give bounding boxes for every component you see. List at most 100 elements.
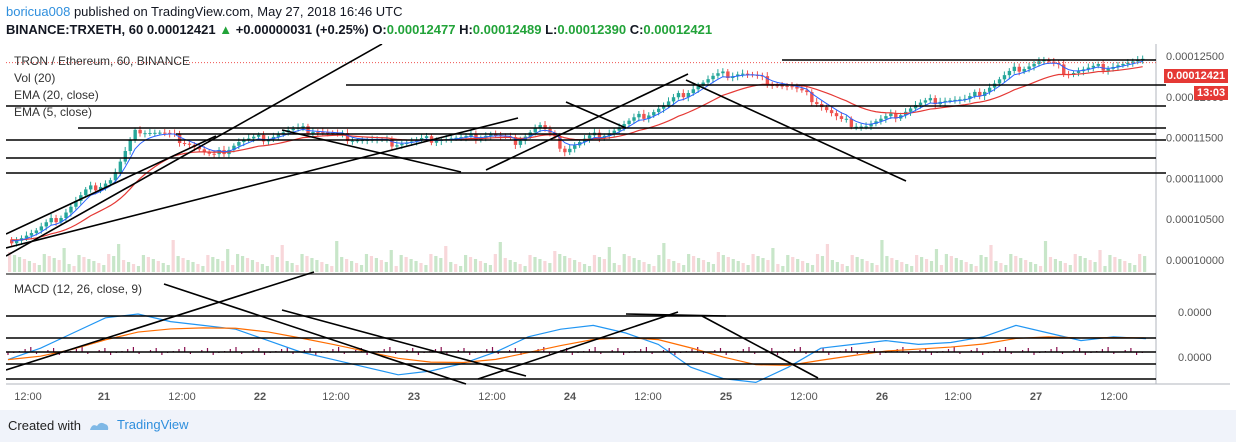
volume-bar [865, 261, 869, 272]
volume-bar [587, 266, 592, 272]
volume-bar [1063, 263, 1067, 272]
candle-body [29, 233, 34, 236]
trend-line [565, 101, 627, 129]
low-value: 0.00012390 [557, 22, 627, 37]
volume-bar [573, 260, 577, 272]
volume-bar [840, 264, 844, 272]
candle-body [316, 131, 320, 133]
volume-bar [974, 266, 978, 272]
chart-area[interactable]: 0.000125000.000120000.000115000.00011000… [6, 44, 1230, 410]
volume-bar [97, 263, 101, 272]
volume-bar [498, 242, 502, 272]
x-tick-label: 27 [1030, 391, 1042, 403]
volume-bar [994, 261, 998, 272]
candle-body [978, 91, 982, 97]
macd-pane [6, 276, 1156, 384]
volume-bar [82, 257, 86, 272]
tradingview-link[interactable]: TradingView [117, 417, 189, 432]
volume-bar [330, 266, 334, 272]
volume-bar [265, 266, 269, 272]
volume-bar [136, 266, 141, 272]
candle-body [153, 132, 157, 134]
volume-bar [1043, 241, 1048, 272]
volume-bar [57, 260, 61, 272]
candle-body [1101, 64, 1105, 71]
volume-bar [310, 258, 314, 272]
volume-bar [652, 266, 656, 272]
volume-bar [682, 265, 686, 272]
candle-body [617, 127, 621, 131]
candle-body [740, 73, 745, 75]
candle-body [958, 99, 962, 101]
candle-body [494, 134, 498, 136]
candle-body [627, 120, 631, 125]
candle-body [908, 108, 913, 112]
chart-svg[interactable]: 0.000125000.000120000.000115000.00011000… [6, 44, 1230, 410]
legend-title: TRON / Ethereum, 60, BINANCE [14, 54, 191, 68]
macd-trend-line [625, 313, 727, 317]
candle-body [143, 133, 147, 135]
volume-bar [1024, 260, 1028, 272]
candle-body [187, 143, 192, 145]
volume-bar [810, 265, 815, 272]
volume-bar [508, 260, 512, 272]
volume-bar [622, 254, 626, 272]
volume-bar [736, 261, 740, 272]
time-tag: 13:03 [1194, 86, 1229, 100]
candle-body [168, 132, 172, 134]
candle-body [118, 161, 123, 173]
candle-body [34, 230, 39, 234]
candle-body [138, 129, 142, 134]
candle-body [657, 108, 661, 113]
volume-bar [77, 255, 81, 272]
volume-bar [161, 263, 165, 272]
candle-body [632, 117, 636, 121]
volume-bar [627, 256, 631, 272]
candle-body [800, 88, 804, 91]
y-tick-label: 0.00010000 [1166, 255, 1224, 267]
volume-bar [528, 255, 532, 272]
volume-bar [602, 259, 606, 272]
author-link[interactable]: boricua008 [6, 4, 71, 19]
candle-body [1032, 63, 1036, 67]
volume-bar [1138, 254, 1142, 272]
candle-body [74, 200, 78, 207]
volume-bar [751, 254, 755, 272]
candle-body [69, 206, 73, 213]
trend-line [6, 44, 383, 257]
volume-bar [379, 260, 383, 272]
candle-body [1086, 67, 1091, 70]
volume-bar [761, 258, 765, 272]
volume-bar [146, 257, 150, 272]
candle-body [637, 113, 641, 118]
volume-bar [320, 262, 324, 272]
candle-body [780, 85, 784, 87]
volume-bar [513, 262, 517, 272]
candle-body [261, 134, 266, 142]
volume-bar [364, 254, 369, 272]
volume-bar [255, 262, 260, 272]
volume-bar [766, 260, 770, 272]
volume-bar [473, 259, 478, 272]
macd-trend-line [6, 271, 315, 371]
volume-bar [1068, 265, 1072, 272]
volume-bar [929, 261, 934, 272]
volume-bar [870, 263, 874, 272]
candle-body [474, 133, 478, 141]
candle-body [795, 86, 799, 89]
candle-body [543, 125, 547, 129]
candle-body [1116, 65, 1120, 68]
candle-body [49, 218, 53, 223]
volume-bar [820, 256, 825, 272]
volume-bar [731, 259, 735, 272]
volume-bar [270, 255, 274, 272]
legend-macd: MACD (12, 26, close, 9) [14, 282, 143, 296]
candle-body [1096, 64, 1101, 66]
volume-bar [746, 265, 750, 272]
candle-body [642, 113, 646, 119]
candle-body [686, 92, 691, 98]
candle-body [350, 140, 355, 142]
candle-body [661, 105, 666, 109]
macd-trend-line [281, 309, 527, 377]
candle-body [834, 113, 839, 117]
